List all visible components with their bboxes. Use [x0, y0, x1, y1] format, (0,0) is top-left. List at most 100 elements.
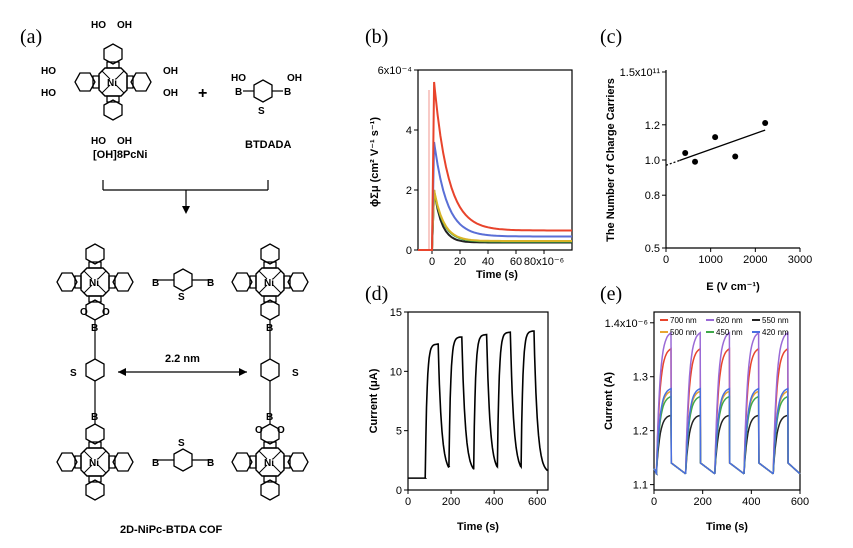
- legend-label: 620 nm: [716, 316, 743, 325]
- y-tick-label: 15: [390, 307, 402, 319]
- series-line-red: [418, 81, 572, 251]
- ho-group: HO: [91, 20, 106, 31]
- reactant1-label: [OH]8PcNi: [93, 149, 147, 161]
- panel-d-label: (d): [365, 283, 388, 305]
- x-tick-label: 80x10⁻⁶: [524, 256, 564, 268]
- y-axis-label: The Number of Charge Carriers: [605, 78, 617, 242]
- y-tick-label: 6x10⁻⁴: [378, 65, 413, 77]
- s-atom: S: [178, 292, 185, 303]
- oh-group: OH: [117, 136, 132, 147]
- legend-label: 700 nm: [670, 316, 697, 325]
- data-point: [692, 158, 699, 165]
- o-atom: O: [102, 307, 110, 318]
- ni-atom: Ni: [89, 458, 99, 469]
- x-tick-label: 600: [791, 496, 809, 508]
- y-tick-label: 1.1: [633, 480, 648, 492]
- y-tick-label: 1.5x10¹¹: [620, 67, 661, 79]
- legend-label: 450 nm: [716, 328, 743, 337]
- b-atom: B: [266, 412, 273, 423]
- legend-label: 500 nm: [670, 328, 697, 337]
- oh-group: OH: [117, 20, 132, 31]
- b-atom: B: [266, 323, 273, 334]
- ni-atom: Ni: [107, 78, 117, 89]
- x-tick-label: 60: [510, 256, 522, 268]
- ho-group: HO: [91, 136, 106, 147]
- fit-line: [679, 129, 766, 162]
- x-axis-label: Time (s): [457, 521, 499, 533]
- ho-group: HO: [41, 88, 56, 99]
- plot-frame: [407, 311, 549, 491]
- y-axis-label: Current (A): [603, 372, 615, 430]
- y-tick-label: 0.5: [645, 243, 660, 255]
- data-point: [712, 134, 719, 141]
- s-atom: S: [292, 368, 299, 379]
- x-tick-label: 40: [482, 256, 494, 268]
- x-tick-label: 400: [485, 496, 503, 508]
- s-atom: S: [178, 438, 185, 449]
- o-atom: O: [277, 425, 285, 436]
- ho-group: HO: [41, 66, 56, 77]
- series-line-blue: [418, 141, 572, 251]
- btdada-molecule: HO B B OH S: [231, 73, 302, 117]
- y-tick-label: 5: [396, 426, 402, 438]
- b-atom: B: [207, 458, 214, 469]
- cof-network: Ni Ni Ni Ni B B B B S S B B B B S S O O …: [56, 243, 309, 501]
- series-line-620nm: [653, 331, 801, 476]
- x-tick-label: 200: [442, 496, 460, 508]
- y-axis-label: Current (μA): [368, 368, 380, 433]
- data-point: [762, 120, 769, 127]
- pcni-molecule: Ni HO OH HO HO OH OH HO OH: [41, 20, 178, 147]
- data-point: [732, 153, 739, 160]
- b-atom: B: [152, 278, 159, 289]
- plot-frame: [417, 69, 573, 251]
- x-tick-label: 2000: [743, 254, 767, 266]
- y-tick-label: 10: [390, 366, 402, 378]
- chart-b: 0 20 40 60 80x10⁻⁶ 0 2 4 6x10⁻⁴ Time (s) ϕΣμ (cm…: [369, 65, 573, 281]
- series-line-550nm: [653, 414, 801, 476]
- y-tick-label: 1.0: [645, 155, 660, 167]
- x-tick-label: 0: [663, 254, 669, 266]
- y-tick-label: 1.2: [633, 426, 648, 438]
- y-tick-label: 0: [406, 245, 412, 257]
- ho-group: HO: [231, 73, 246, 84]
- y-tick-label: 4: [406, 125, 412, 137]
- oh-group: OH: [163, 88, 178, 99]
- panel-a-label: (a): [20, 26, 42, 48]
- x-axis-label: Time (s): [706, 521, 748, 533]
- product-label: 2D-NiPc-BTDA COF: [120, 524, 223, 536]
- panel-a: (a) Ni HO OH HO HO OH OH HO OH [OH]8PcNi…: [20, 20, 309, 536]
- ni-atom: Ni: [264, 278, 274, 289]
- b-atom: B: [235, 87, 242, 98]
- s-atom: S: [258, 106, 265, 117]
- y-tick-label: 0.8: [645, 190, 660, 202]
- y-axis-label: ϕΣμ (cm² V⁻¹ s⁻¹): [369, 117, 381, 207]
- b-atom: B: [284, 87, 291, 98]
- series-line-420nm: [653, 387, 801, 476]
- panel-e-label: (e): [600, 283, 622, 305]
- panel-c-label: (c): [600, 26, 622, 48]
- x-axis-label: Time (s): [476, 269, 518, 281]
- oh-group: OH: [163, 66, 178, 77]
- pore-size-label: 2.2 nm: [165, 353, 200, 365]
- b-atom: B: [91, 323, 98, 334]
- series-line-500nm: [653, 390, 801, 476]
- x-tick-label: 0: [429, 256, 435, 268]
- ni-atom: Ni: [89, 278, 99, 289]
- current-trace: [408, 330, 549, 479]
- legend-label: 550 nm: [762, 316, 789, 325]
- x-tick-label: 3000: [788, 254, 812, 266]
- data-point: [682, 149, 689, 156]
- o-atom: O: [80, 307, 88, 318]
- plus-sign: +: [198, 85, 207, 102]
- oh-group: OH: [287, 73, 302, 84]
- series-line-yellow: [418, 189, 572, 251]
- chart-c: 0 1000 2000 3000 0.5 0.8 1.0 1.2 1.5x10¹¹ E (V c…: [605, 67, 812, 293]
- y-tick-label: 1.4x10⁻⁶: [605, 318, 648, 330]
- x-axis-label: E (V cm⁻¹): [706, 281, 760, 293]
- x-tick-label: 20: [454, 256, 466, 268]
- x-tick-label: 1000: [698, 254, 722, 266]
- y-tick-label: 1.2: [645, 120, 660, 132]
- x-tick-label: 0: [651, 496, 657, 508]
- b-atom: B: [152, 458, 159, 469]
